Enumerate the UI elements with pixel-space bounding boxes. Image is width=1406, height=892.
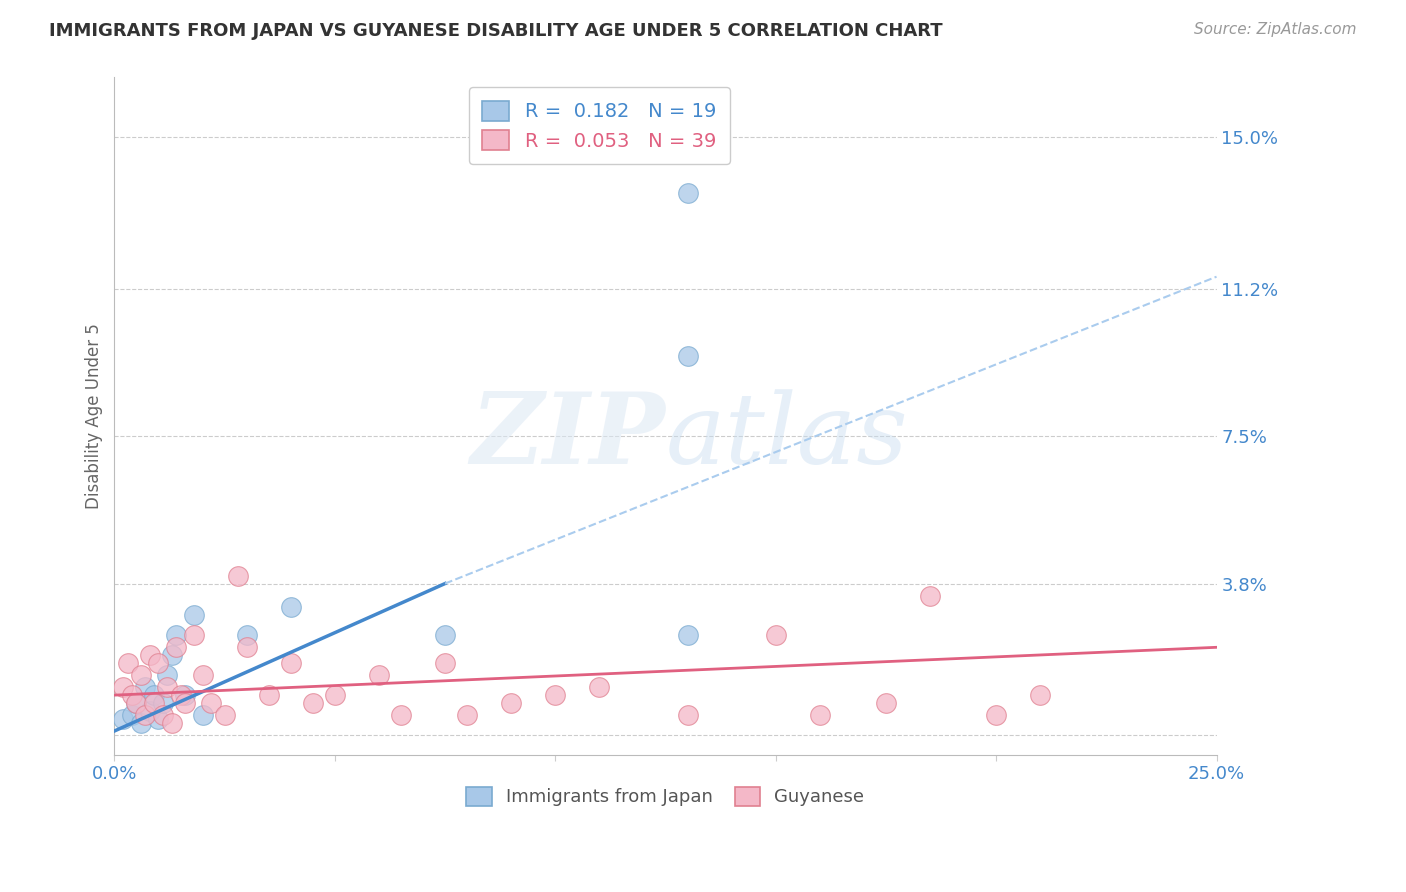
Point [125,696,148,710]
Point [984,708,1007,723]
Point [676,350,699,364]
Point [200,696,222,710]
Text: Source: ZipAtlas.com: Source: ZipAtlas.com [1194,22,1357,37]
Point [368,668,391,682]
Point [112,712,135,726]
Point [165,640,187,655]
Point [156,680,179,694]
Point [121,708,143,723]
Point [169,688,191,702]
Point [117,657,139,671]
Point [918,589,941,603]
Point [152,708,174,723]
Point [676,186,699,200]
Point [165,628,187,642]
Point [143,688,166,702]
Point [280,600,302,615]
Point [235,628,257,642]
Point [183,608,205,623]
Point [156,668,179,682]
Point [134,708,156,723]
Text: atlas: atlas [665,389,908,484]
Point [121,688,143,702]
Point [501,696,523,710]
Point [174,696,197,710]
Point [1029,688,1052,702]
Point [434,657,457,671]
Point [235,640,257,655]
Point [138,648,160,663]
Point [129,668,152,682]
Point [765,628,787,642]
Point [588,680,610,694]
Point [143,696,166,710]
Point [174,688,197,702]
Point [456,708,478,723]
Point [191,708,214,723]
Point [676,628,699,642]
Point [152,696,174,710]
Point [160,716,183,731]
Point [544,688,567,702]
Point [183,628,205,642]
Point [280,657,302,671]
Point [138,704,160,718]
Point [134,680,156,694]
Point [257,688,280,702]
Point [148,657,170,671]
Legend: Immigrants from Japan, Guyanese: Immigrants from Japan, Guyanese [460,780,872,814]
Text: ZIP: ZIP [471,388,665,484]
Point [125,696,148,710]
Point [191,668,214,682]
Point [112,680,135,694]
Y-axis label: Disability Age Under 5: Disability Age Under 5 [86,323,103,509]
Text: IMMIGRANTS FROM JAPAN VS GUYANESE DISABILITY AGE UNDER 5 CORRELATION CHART: IMMIGRANTS FROM JAPAN VS GUYANESE DISABI… [49,22,943,40]
Point [323,688,346,702]
Point [676,708,699,723]
Point [129,716,152,731]
Point [160,648,183,663]
Point [148,712,170,726]
Point [389,708,412,723]
Point [808,708,831,723]
Point [214,708,236,723]
Point [301,696,323,710]
Point [875,696,897,710]
Point [434,628,457,642]
Point [226,568,249,582]
